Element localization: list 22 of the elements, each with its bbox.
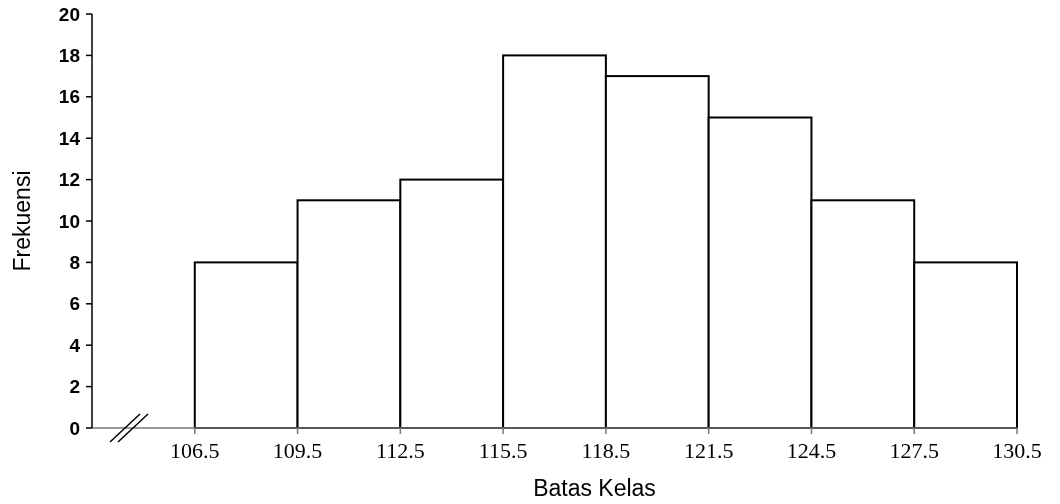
x-axis-title: Batas Kelas — [533, 475, 656, 501]
y-tick-label: 4 — [69, 334, 81, 356]
y-tick-label: 16 — [58, 86, 80, 108]
y-tick-label: 6 — [69, 293, 80, 315]
x-tick-label: 115.5 — [478, 438, 528, 463]
y-tick-label: 0 — [69, 417, 80, 439]
y-tick-label: 14 — [58, 127, 81, 149]
y-tick-label: 20 — [58, 3, 80, 25]
y-tick-label: 10 — [58, 210, 80, 232]
x-tick-label: 127.5 — [889, 438, 939, 463]
y-tick-label: 12 — [58, 169, 80, 191]
y-tick-label: 2 — [69, 376, 80, 398]
x-tick-label: 121.5 — [683, 438, 734, 463]
x-tick-label: 130.5 — [992, 438, 1042, 463]
x-tick-label: 118.5 — [581, 438, 631, 463]
y-tick-label: 8 — [69, 252, 80, 274]
x-tick-label: 112.5 — [375, 438, 425, 463]
y-tick-label: 18 — [58, 45, 80, 67]
x-tick-label: 106.5 — [170, 438, 220, 463]
x-tick-label: 109.5 — [272, 438, 323, 463]
x-tick-label: 124.5 — [786, 438, 837, 463]
y-axis-title: Frekuensi — [9, 170, 35, 272]
